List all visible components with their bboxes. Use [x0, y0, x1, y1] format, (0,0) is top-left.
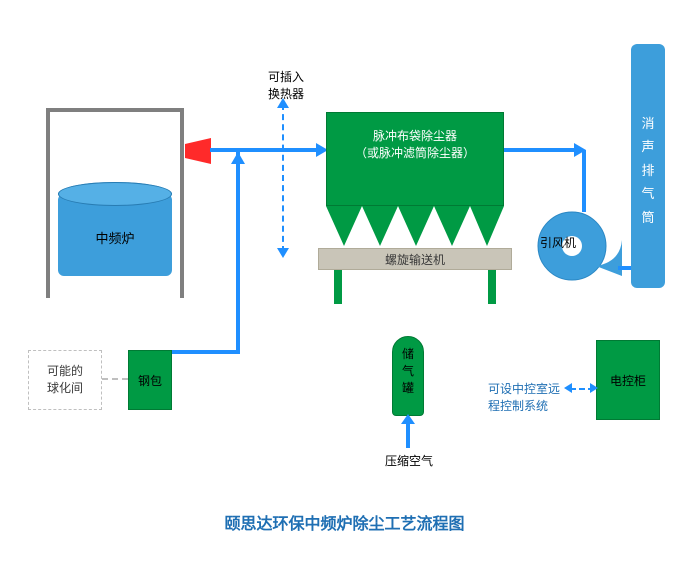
fan-label: 引风机 — [536, 234, 580, 251]
duct-dc-fan — [504, 148, 576, 152]
arrow-he-up — [277, 98, 289, 108]
screw-conveyor-label: 螺旋输送机 — [318, 251, 512, 268]
capture-hood-icon — [185, 138, 219, 172]
dust-collector-line1: 脉冲布袋除尘器 — [327, 127, 503, 144]
arrow-remote-r — [590, 383, 598, 393]
duct-ladle-h — [168, 350, 240, 354]
duct-ladle-v — [236, 150, 240, 350]
heat-exchanger-label: 可插入 换热器 — [256, 68, 316, 102]
arrow-remote-l — [564, 383, 572, 393]
dc-leg-right — [488, 270, 496, 304]
gas-tank-label: 储 气 罐 — [392, 346, 424, 396]
duct-main — [210, 148, 318, 152]
compressed-air-label: 压缩空气 — [372, 452, 446, 469]
arrow-from-ladle — [231, 152, 245, 164]
furnace-top-rim — [58, 182, 172, 206]
dust-collector-line2: （或脉冲滤筒除尘器） — [327, 144, 503, 161]
dust-collector-body: 脉冲布袋除尘器 （或脉冲滤筒除尘器） — [326, 112, 504, 206]
ladle-label: 钢包 — [128, 372, 172, 389]
furnace-label: 中频炉 — [58, 228, 172, 247]
page-title: 颐思达环保中频炉除尘工艺流程图 — [0, 510, 689, 534]
heat-exchanger-dash — [282, 104, 284, 252]
compressed-air-line — [406, 420, 410, 448]
duct-fan-v — [582, 150, 586, 212]
stack-label: 消 声 排 气 筒 — [631, 112, 665, 229]
nodularizing-dash — [102, 378, 128, 380]
dust-collector-hoppers-icon — [326, 206, 504, 246]
nodularizing-label: 可能的 球化间 — [28, 362, 102, 396]
dc-leg-left — [334, 270, 342, 304]
arrow-compressed-air — [401, 414, 415, 424]
arrow-he-down — [277, 248, 289, 258]
control-cabinet-label: 电控柜 — [596, 372, 660, 389]
